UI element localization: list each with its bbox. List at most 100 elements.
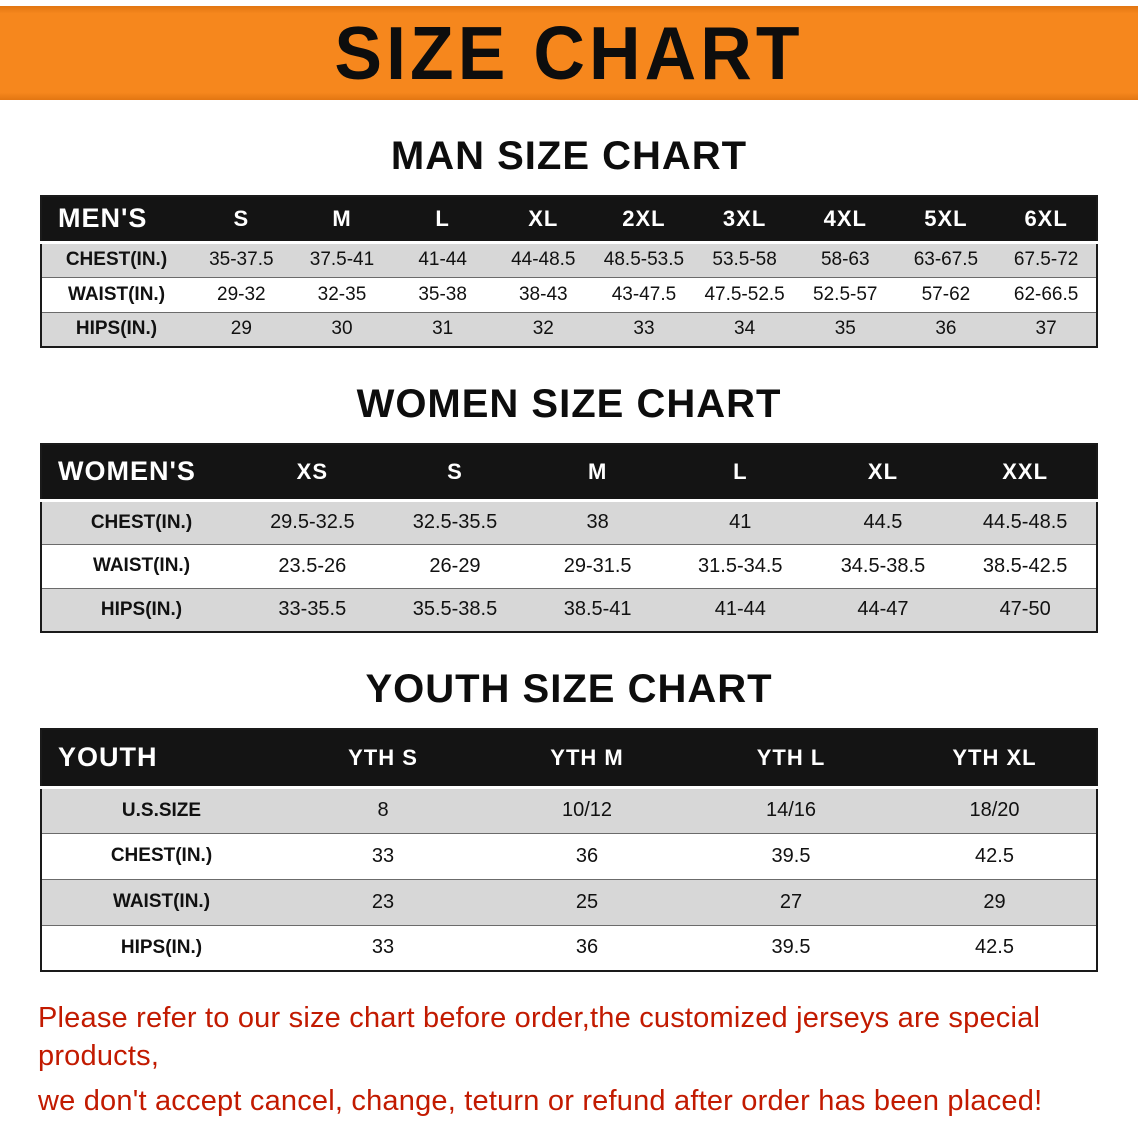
size-value: 29 bbox=[191, 311, 292, 347]
table-row: CHEST(IN.) 33 36 39.5 42.5 bbox=[41, 832, 1097, 879]
size-value: 44.5-48.5 bbox=[954, 499, 1097, 544]
size-value: 42.5 bbox=[893, 832, 1097, 879]
disclaimer-line-2: we don't accept cancel, change, teturn o… bbox=[38, 1085, 1043, 1118]
size-value: 33 bbox=[593, 311, 695, 347]
mens-table-body: CHEST(IN.) 35-37.5 37.5-41 41-44 44-48.5 48.5… bbox=[41, 241, 1097, 347]
size-value: 35-38 bbox=[392, 276, 493, 312]
section-men: MAN SIZE CHART MEN'S S M L XL 2XL 3XL 4XL 5XL 6XL… bbox=[0, 134, 1138, 348]
column-header: 6XL bbox=[996, 196, 1097, 244]
size-value: 36 bbox=[485, 832, 689, 879]
size-value: 30 bbox=[291, 311, 393, 347]
column-header: 3XL bbox=[694, 196, 795, 244]
column-header: 4XL bbox=[794, 196, 896, 244]
size-value: 29-32 bbox=[191, 276, 292, 312]
youth-table-header: YOUTH YTH S YTH M YTH L YTH XL bbox=[41, 729, 1097, 789]
size-value: 39.5 bbox=[689, 924, 893, 971]
size-value: 36 bbox=[895, 311, 997, 347]
size-value: 53.5-58 bbox=[694, 241, 795, 277]
size-value: 10/12 bbox=[485, 786, 689, 833]
table-row: CHEST(IN.) 35-37.5 37.5-41 41-44 44-48.5 48.5… bbox=[41, 241, 1097, 277]
size-value: 31.5-34.5 bbox=[668, 543, 812, 588]
size-value: 32 bbox=[492, 311, 594, 347]
size-value: 18/20 bbox=[893, 786, 1097, 833]
size-chart-page: SIZE CHART MAN SIZE CHART MEN'S S M L XL 2XL 3… bbox=[0, 6, 1138, 1121]
size-value: 32-35 bbox=[291, 276, 393, 312]
size-value: 63-67.5 bbox=[895, 241, 997, 277]
size-value: 8 bbox=[281, 786, 485, 833]
table-row: WAIST(IN.) 23 25 27 29 bbox=[41, 878, 1097, 925]
size-value: 35 bbox=[794, 311, 896, 347]
women-section-heading: WOMEN SIZE CHART bbox=[356, 382, 782, 426]
size-value: 34.5-38.5 bbox=[811, 543, 955, 588]
column-header: L bbox=[392, 196, 493, 244]
size-value: 38.5-42.5 bbox=[954, 543, 1097, 588]
mens-size-table: MEN'S S M L XL 2XL 3XL 4XL 5XL 6XL CHEST(IN.) 35-3… bbox=[40, 195, 1098, 348]
size-value: 44-48.5 bbox=[492, 241, 594, 277]
column-header: 2XL bbox=[593, 196, 695, 244]
size-value: 38 bbox=[526, 499, 669, 544]
table-row: HIPS(IN.) 33-35.5 35.5-38.5 38.5-41 41-44 44-… bbox=[41, 587, 1097, 632]
row-label: U.S.SIZE bbox=[41, 786, 281, 833]
size-value: 27 bbox=[689, 878, 893, 925]
table-row: WAIST(IN.) 29-32 32-35 35-38 38-43 43-47.5 47.… bbox=[41, 276, 1097, 312]
size-value: 29 bbox=[893, 878, 1097, 925]
size-value: 38-43 bbox=[492, 276, 594, 312]
size-value: 48.5-53.5 bbox=[593, 241, 695, 277]
column-header: XXL bbox=[954, 444, 1097, 502]
size-value: 47-50 bbox=[954, 587, 1097, 632]
womens-table-header: WOMEN'S XS S M L XL XXL bbox=[41, 444, 1097, 502]
size-value: 23.5-26 bbox=[241, 543, 384, 588]
size-value: 38.5-41 bbox=[526, 587, 669, 632]
size-value: 32.5-35.5 bbox=[383, 499, 527, 544]
row-label: CHEST(IN.) bbox=[41, 499, 241, 544]
disclaimer-line-1: Please refer to our size chart before or… bbox=[38, 1002, 1041, 1072]
size-value: 36 bbox=[485, 924, 689, 971]
youth-section-heading: YOUTH SIZE CHART bbox=[365, 667, 773, 711]
column-header: YTH S bbox=[281, 729, 485, 789]
column-header: YTH L bbox=[689, 729, 893, 789]
row-label: CHEST(IN.) bbox=[41, 832, 281, 879]
table-row: WAIST(IN.) 23.5-26 26-29 29-31.5 31.5-34.5 34… bbox=[41, 543, 1097, 588]
size-value: 31 bbox=[392, 311, 493, 347]
size-value: 44.5 bbox=[811, 499, 955, 544]
size-value: 14/16 bbox=[689, 786, 893, 833]
row-label: WAIST(IN.) bbox=[41, 878, 281, 925]
size-value: 23 bbox=[281, 878, 485, 925]
table-title: MEN'S bbox=[41, 196, 191, 244]
table-title: YOUTH bbox=[41, 729, 281, 789]
column-header: M bbox=[526, 444, 669, 502]
row-label: HIPS(IN.) bbox=[41, 924, 281, 971]
size-value: 35.5-38.5 bbox=[383, 587, 527, 632]
size-value: 42.5 bbox=[893, 924, 1097, 971]
column-header: 5XL bbox=[895, 196, 997, 244]
size-value: 39.5 bbox=[689, 832, 893, 879]
column-header: XL bbox=[811, 444, 955, 502]
size-value: 34 bbox=[694, 311, 795, 347]
row-label: WAIST(IN.) bbox=[41, 276, 191, 312]
row-label: HIPS(IN.) bbox=[41, 311, 191, 347]
size-value: 41-44 bbox=[668, 587, 812, 632]
youth-size-table: YOUTH YTH S YTH M YTH L YTH XL U.S.SIZE 8 10/1… bbox=[40, 728, 1098, 972]
womens-size-table: WOMEN'S XS S M L XL XXL CHEST(IN.) 29.5-32.5 32.… bbox=[40, 443, 1098, 633]
size-value: 37 bbox=[996, 311, 1097, 347]
size-value: 33 bbox=[281, 832, 485, 879]
column-header: YTH M bbox=[485, 729, 689, 789]
column-header: S bbox=[191, 196, 292, 244]
table-title: WOMEN'S bbox=[41, 444, 241, 502]
size-value: 47.5-52.5 bbox=[694, 276, 795, 312]
size-value: 41 bbox=[668, 499, 812, 544]
table-row: HIPS(IN.) 33 36 39.5 42.5 bbox=[41, 924, 1097, 971]
column-header: M bbox=[291, 196, 393, 244]
size-value: 43-47.5 bbox=[593, 276, 695, 312]
column-header: S bbox=[383, 444, 527, 502]
column-header: XS bbox=[241, 444, 384, 502]
row-label: HIPS(IN.) bbox=[41, 587, 241, 632]
table-row: HIPS(IN.) 29 30 31 32 33 34 35 36 37 bbox=[41, 311, 1097, 347]
men-section-heading: MAN SIZE CHART bbox=[390, 134, 748, 178]
column-header: YTH XL bbox=[893, 729, 1097, 789]
header-row: WOMEN'S XS S M L XL XXL bbox=[41, 444, 1097, 502]
size-value: 33 bbox=[281, 924, 485, 971]
table-row: U.S.SIZE 8 10/12 14/16 18/20 bbox=[41, 786, 1097, 833]
size-value: 41-44 bbox=[392, 241, 493, 277]
size-value: 35-37.5 bbox=[191, 241, 292, 277]
